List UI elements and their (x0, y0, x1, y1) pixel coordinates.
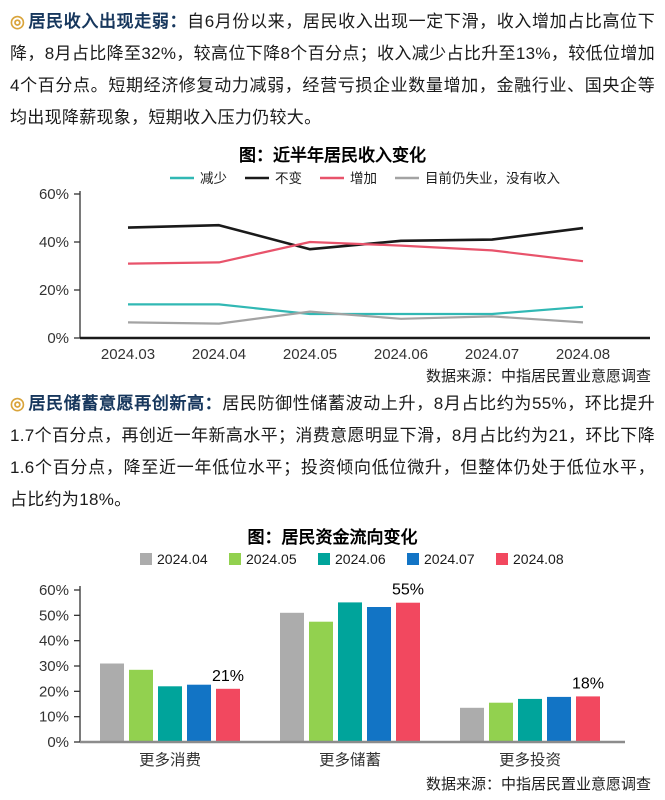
y-tick-label: 20% (39, 683, 69, 700)
ring-bullet-icon: ◎ (10, 394, 26, 413)
bar-2024.07 (187, 684, 211, 742)
ring-bullet-icon: ◎ (10, 12, 26, 31)
bar-2024.07 (367, 607, 391, 742)
income-line-chart-svg: 0% 20% 40% 60% 2024.03 2024.04 2024.05 2024.06 2… (39, 170, 650, 363)
x-tick-label: 2024.04 (192, 346, 246, 363)
legend-label: 不变 (275, 171, 302, 186)
x-tick-label: 2024.06 (374, 346, 428, 363)
value-label: 21% (212, 668, 244, 685)
legend-swatch-square (496, 553, 508, 565)
legend-label: 2024.07 (424, 551, 475, 567)
line-series (127, 310, 584, 325)
legend-label: 2024.06 (335, 551, 386, 567)
legend-swatch-square (229, 553, 241, 565)
bar-2024.08 (396, 602, 420, 742)
y-tick-label: 20% (39, 282, 69, 299)
bar-2024.04 (100, 663, 124, 742)
funds-bar-chart-svg: 2024.04 2024.05 2024.06 2024.07 2024.08 0% 10%… (39, 551, 625, 769)
x-tick-label: 2024.08 (556, 346, 610, 363)
y-tick-label: 60% (39, 186, 69, 203)
bar-2024.08 (576, 696, 600, 742)
bar-2024.06 (338, 602, 362, 742)
legend-label: 2024.05 (246, 551, 297, 567)
y-tick-label: 0% (47, 734, 69, 751)
y-tick-label: 0% (47, 330, 69, 347)
income-chart-source: 数据来源：中指居民置业意愿调查 (425, 368, 651, 385)
income-heading: 居民收入出现走弱： (28, 12, 188, 31)
legend-label: 2024.08 (513, 551, 564, 567)
legend-swatch-square (140, 553, 152, 565)
y-tick-label: 30% (39, 658, 69, 675)
line-series (128, 303, 584, 316)
category-label: 更多消费 (139, 751, 201, 769)
x-tick-label: 2024.07 (465, 346, 519, 363)
bar-2024.06 (518, 698, 542, 742)
y-tick-label: 50% (39, 607, 69, 624)
category-label: 更多投资 (499, 751, 561, 769)
bar-2024.07 (547, 696, 571, 742)
x-tick-label: 2024.05 (283, 346, 337, 363)
line-series (127, 223, 584, 251)
funds-bar-chart: 2024.04 2024.05 2024.06 2024.07 2024.08 0% 10%… (10, 550, 655, 777)
value-label: 55% (392, 582, 424, 599)
bar-2024.08 (216, 688, 240, 742)
funds-chart-title: 图：居民资金流向变化 (247, 528, 418, 547)
paragraph-savings: ◎ 居民储蓄意愿再创新高：居民防御性储蓄波动上升，8月占比约为55%，环比提升1.… (10, 388, 655, 516)
bar-2024.06 (158, 686, 182, 742)
income-body-text: 自6月份以来，居民收入出现一定下滑，收入增加占比高位下降，8月占比降至32%，较… (10, 12, 656, 127)
income-line-chart: 0% 20% 40% 60% 2024.03 2024.04 2024.05 2024.06 2… (10, 168, 655, 369)
y-tick-label: 10% (39, 709, 69, 726)
legend-label: 增加 (350, 171, 377, 186)
legend-label: 2024.04 (157, 551, 208, 567)
legend-label: 减少 (200, 171, 227, 186)
legend-swatch-square (407, 553, 419, 565)
bar-2024.04 (460, 707, 484, 742)
savings-heading: 居民储蓄意愿再创新高： (28, 394, 223, 413)
line-series (127, 240, 584, 265)
x-tick-label: 2024.03 (101, 346, 155, 363)
y-tick-label: 40% (39, 234, 69, 251)
bar-2024.05 (309, 621, 333, 742)
bar-2024.05 (489, 702, 513, 742)
income-chart-title: 图：近半年居民收入变化 (239, 146, 426, 165)
y-tick-label: 40% (39, 633, 69, 650)
value-label: 18% (572, 675, 604, 692)
savings-body-text: 居民防御性储蓄波动上升，8月占比约为55%，环比提升1.7个百分点，再创近一年新… (10, 394, 655, 509)
bar-2024.04 (280, 612, 304, 742)
paragraph-income: ◎ 居民收入出现走弱：自6月份以来，居民收入出现一定下滑，收入增加占比高位下降，8… (10, 6, 655, 134)
funds-chart-source: 数据来源：中指居民置业意愿调查 (425, 776, 651, 793)
legend-swatch-square (318, 553, 330, 565)
category-label: 更多储蓄 (319, 751, 381, 769)
bar-2024.05 (129, 669, 153, 742)
legend-label: 目前仍失业，没有收入 (425, 170, 560, 186)
y-tick-label: 60% (39, 582, 69, 599)
